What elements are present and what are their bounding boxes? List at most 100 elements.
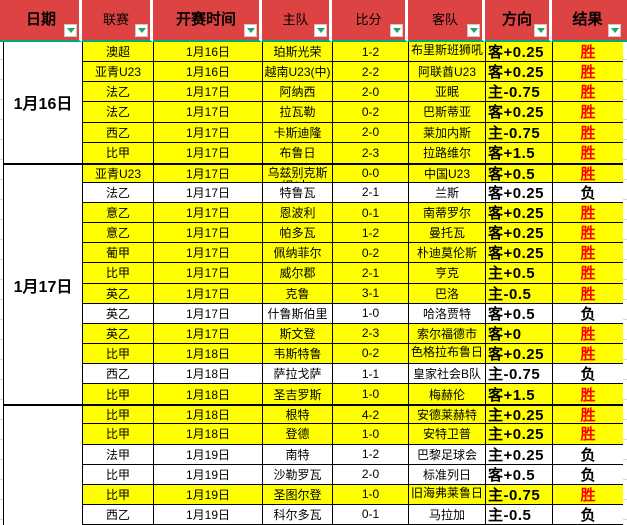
row-12-score-cell[interactable]: 2-1 [333,263,409,284]
row-7-direction-cell[interactable]: 客+0.5 [486,162,553,183]
row-23-league-cell[interactable]: 比甲 [83,484,154,505]
row-19-home-cell[interactable]: 根特 [263,404,333,425]
row-4-score-cell[interactable]: 0-2 [333,102,409,123]
row-1-time-cell[interactable]: 1月16日 [154,42,263,63]
row-16-home-cell[interactable]: 韦斯特鲁 [263,343,333,364]
row-15-time-cell[interactable]: 1月17日 [154,323,263,344]
row-1-score-cell[interactable]: 1-2 [333,42,409,63]
filter-button-result[interactable] [608,24,621,37]
row-4-home-cell[interactable]: 拉瓦勒 [263,102,333,123]
row-21-result-cell[interactable]: 负 [553,444,624,465]
filter-button-direction[interactable] [534,24,547,37]
row-13-score-cell[interactable]: 3-1 [333,283,409,304]
row-6-time-cell[interactable]: 1月17日 [154,142,263,163]
row-11-league-cell[interactable]: 葡甲 [83,243,154,264]
row-2-time-cell[interactable]: 1月16日 [154,62,263,83]
row-17-home-cell[interactable]: 萨拉戈萨 [263,364,333,385]
row-11-away-cell[interactable]: 朴迪莫伦斯 [409,243,486,264]
row-12-direction-cell[interactable]: 主+0.5 [486,263,553,284]
row-3-direction-cell[interactable]: 主-0.75 [486,82,553,103]
row-14-league-cell[interactable]: 英乙 [83,303,154,324]
row-21-away-cell[interactable]: 巴黎足球会 [409,444,486,465]
row-8-score-cell[interactable]: 2-1 [333,182,409,203]
row-23-away-cell[interactable]: 旧海弗莱鲁日 [409,484,486,505]
row-20-time-cell[interactable]: 1月18日 [154,424,263,445]
row-2-away-cell[interactable]: 阿联酋U23 [409,62,486,83]
row-19-score-cell[interactable]: 4-2 [333,404,409,425]
row-10-league-cell[interactable]: 意乙 [83,223,154,244]
row-15-score-cell[interactable]: 2-3 [333,323,409,344]
row-19-direction-cell[interactable]: 主+0.25 [486,404,553,425]
row-15-home-cell[interactable]: 斯文登 [263,323,333,344]
row-7-home-cell[interactable]: 乌兹别克斯坦(中) [263,162,333,183]
row-19-time-cell[interactable]: 1月18日 [154,404,263,425]
row-5-league-cell[interactable]: 西乙 [83,122,154,143]
row-20-result-cell[interactable]: 胜 [553,424,624,445]
row-17-direction-cell[interactable]: 主-0.75 [486,364,553,385]
row-7-league-cell[interactable]: 亚青U23 [83,162,154,183]
row-11-score-cell[interactable]: 0-2 [333,243,409,264]
row-10-home-cell[interactable]: 帕多瓦 [263,223,333,244]
row-1-away-cell[interactable]: 布里斯班狮吼 [409,42,486,63]
row-6-away-cell[interactable]: 拉路维尔 [409,142,486,163]
row-21-home-cell[interactable]: 南特 [263,444,333,465]
row-7-time-cell[interactable]: 1月17日 [154,162,263,183]
row-23-direction-cell[interactable]: 主-0.75 [486,484,553,505]
row-6-score-cell[interactable]: 2-3 [333,142,409,163]
row-15-result-cell[interactable]: 胜 [553,323,624,344]
row-4-time-cell[interactable]: 1月17日 [154,102,263,123]
filter-button-date[interactable] [64,24,77,37]
row-4-result-cell[interactable]: 胜 [553,102,624,123]
row-7-away-cell[interactable]: 中国U23 [409,162,486,183]
row-24-home-cell[interactable]: 科尔多瓦 [263,504,333,525]
row-22-time-cell[interactable]: 1月19日 [154,464,263,485]
row-15-league-cell[interactable]: 英乙 [83,323,154,344]
row-19-league-cell[interactable]: 比甲 [83,404,154,425]
row-18-score-cell[interactable]: 1-0 [333,384,409,405]
row-17-score-cell[interactable]: 1-1 [333,364,409,385]
row-8-result-cell[interactable]: 负 [553,182,624,203]
row-5-direction-cell[interactable]: 主-0.75 [486,122,553,143]
row-20-league-cell[interactable]: 比甲 [83,424,154,445]
row-19-result-cell[interactable]: 胜 [553,404,624,425]
row-24-result-cell[interactable]: 负 [553,504,624,525]
row-9-league-cell[interactable]: 意乙 [83,203,154,224]
row-3-away-cell[interactable]: 亚眠 [409,82,486,103]
row-23-time-cell[interactable]: 1月19日 [154,484,263,505]
row-17-result-cell[interactable]: 负 [553,364,624,385]
row-23-score-cell[interactable]: 1-0 [333,484,409,505]
row-2-home-cell[interactable]: 越南U23(中) [263,62,333,83]
filter-button-away[interactable] [467,24,480,37]
row-11-direction-cell[interactable]: 客+0.25 [486,243,553,264]
row-8-away-cell[interactable]: 兰斯 [409,182,486,203]
filter-button-time[interactable] [244,24,257,37]
row-3-result-cell[interactable]: 胜 [553,82,624,103]
row-11-result-cell[interactable]: 胜 [553,243,624,264]
row-12-result-cell[interactable]: 胜 [553,263,624,284]
row-22-score-cell[interactable]: 2-0 [333,464,409,485]
date-group-cell[interactable] [4,404,83,525]
date-group-cell[interactable]: 1月16日 [4,42,83,163]
row-7-result-cell[interactable]: 胜 [553,162,624,183]
row-17-time-cell[interactable]: 1月18日 [154,364,263,385]
row-2-league-cell[interactable]: 亚青U23 [83,62,154,83]
row-8-league-cell[interactable]: 法乙 [83,182,154,203]
row-13-home-cell[interactable]: 克鲁 [263,283,333,304]
row-10-away-cell[interactable]: 曼托瓦 [409,223,486,244]
row-10-direction-cell[interactable]: 客+0.25 [486,223,553,244]
row-3-score-cell[interactable]: 2-0 [333,82,409,103]
row-15-away-cell[interactable]: 索尔福德市 [409,323,486,344]
row-5-time-cell[interactable]: 1月17日 [154,122,263,143]
row-21-time-cell[interactable]: 1月19日 [154,444,263,465]
row-23-home-cell[interactable]: 圣图尔登 [263,484,333,505]
row-6-result-cell[interactable]: 胜 [553,142,624,163]
row-13-time-cell[interactable]: 1月17日 [154,283,263,304]
row-7-score-cell[interactable]: 0-0 [333,162,409,183]
row-1-league-cell[interactable]: 澳超 [83,42,154,63]
row-13-direction-cell[interactable]: 主-0.5 [486,283,553,304]
row-5-home-cell[interactable]: 卡斯迪隆 [263,122,333,143]
row-2-score-cell[interactable]: 2-2 [333,62,409,83]
row-16-time-cell[interactable]: 1月18日 [154,343,263,364]
row-20-score-cell[interactable]: 1-0 [333,424,409,445]
row-3-league-cell[interactable]: 法乙 [83,82,154,103]
